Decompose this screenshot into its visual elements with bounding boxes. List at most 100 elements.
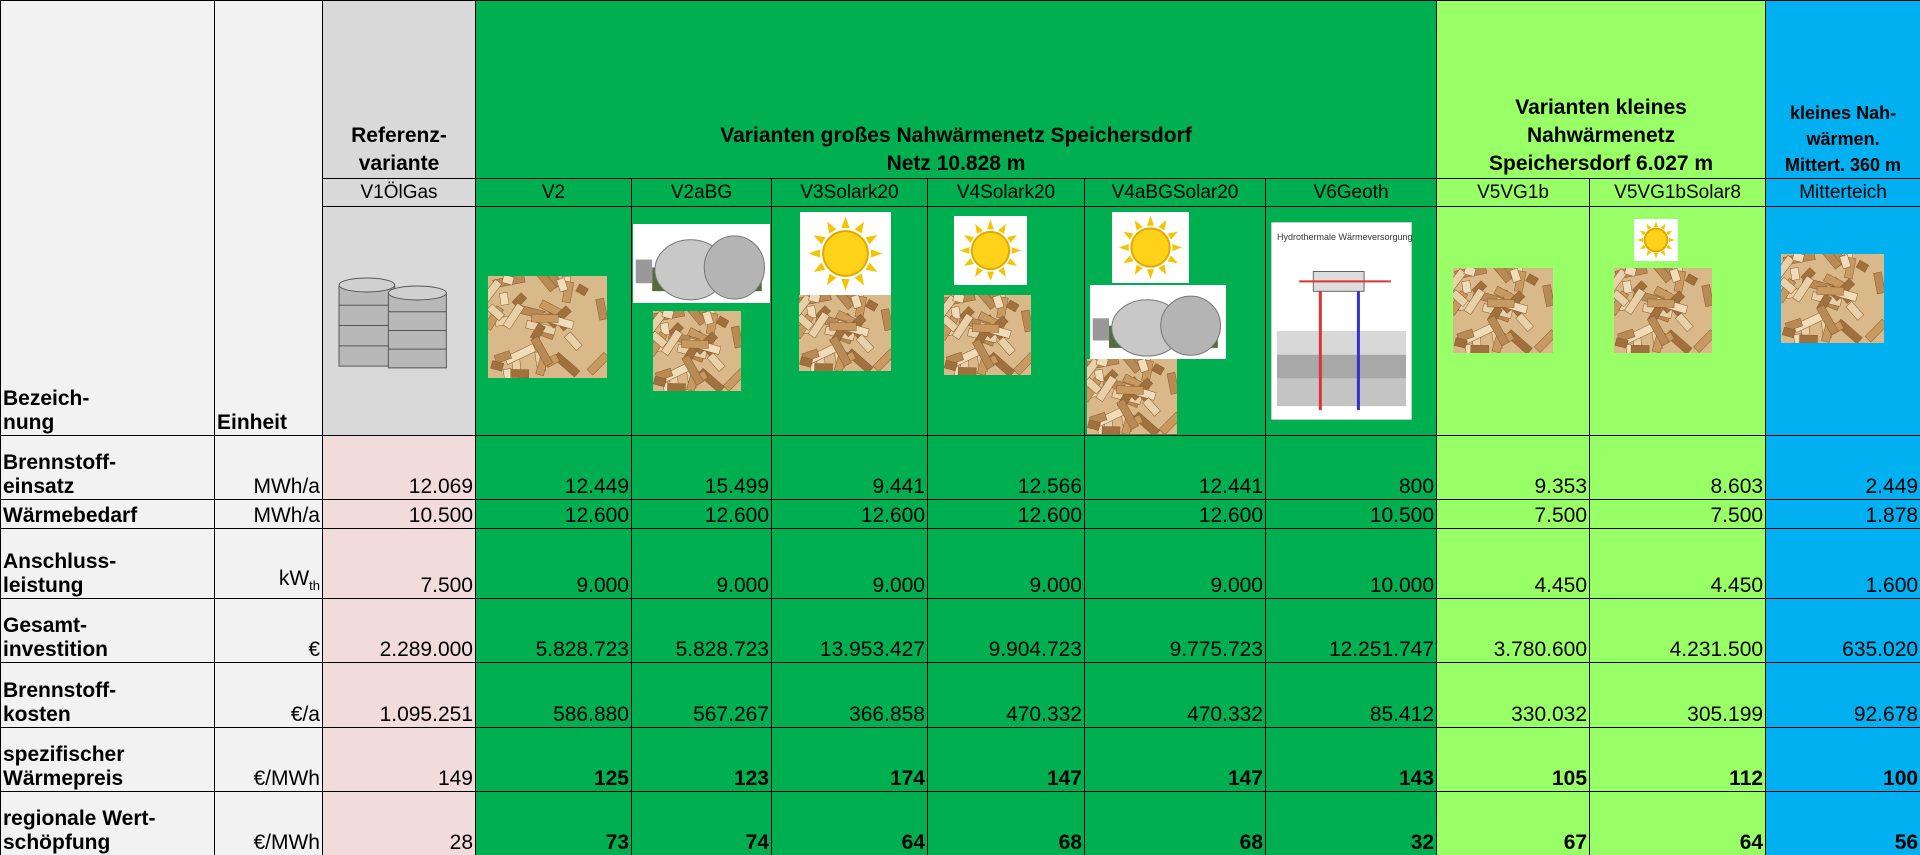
row-unit: € — [214, 598, 323, 663]
sun-picture — [1112, 212, 1189, 283]
wood-picture — [653, 311, 741, 391]
value-cell: 9.441 — [771, 435, 928, 500]
picture-part — [799, 313, 815, 331]
picture-part — [1643, 227, 1669, 253]
picture-part — [1784, 317, 1804, 332]
value-cell: 5.828.723 — [631, 598, 772, 663]
picture-part — [490, 360, 505, 372]
unit-text: € — [308, 638, 320, 661]
value-cell: 143 — [1264, 727, 1438, 792]
value-cell: 123 — [631, 727, 772, 792]
text-line: schöpfung — [3, 831, 111, 854]
picture-part — [1166, 372, 1177, 395]
picture-part — [703, 235, 766, 300]
value-cell: 12.600 — [927, 499, 1085, 529]
picture-part — [975, 267, 983, 278]
picture-part — [1158, 264, 1167, 275]
value-cell: 9.000 — [771, 528, 928, 599]
picture-part — [972, 338, 995, 370]
picture-part — [865, 235, 878, 245]
wood-picture — [799, 295, 891, 371]
picture-part — [975, 223, 983, 234]
barrels-picture — [338, 277, 447, 369]
image-cell — [322, 206, 476, 436]
picture-part — [510, 369, 530, 378]
picture-part — [1646, 223, 1652, 230]
row-label: Brennstoff-kosten — [0, 662, 215, 728]
picture-part — [1534, 329, 1554, 353]
value-cell: 92.678 — [1765, 662, 1920, 728]
text-line: Brennstoff- — [3, 679, 117, 702]
picture-part — [1453, 289, 1469, 308]
value-cell: 8.603 — [1589, 435, 1767, 500]
wood-picture — [488, 276, 607, 378]
picture-part — [499, 292, 510, 306]
picture-part — [1782, 326, 1796, 339]
picture-part — [1666, 230, 1673, 236]
row-label: Anschluss-leistung — [0, 528, 215, 599]
wood-picture — [944, 295, 1031, 375]
picture-part — [1158, 411, 1177, 434]
picture-part — [854, 221, 864, 234]
picture-part — [1614, 337, 1629, 349]
label-header: Bezeich-nung — [0, 0, 215, 436]
text-line: kleines Nah- — [1790, 103, 1897, 123]
picture-part — [488, 278, 503, 305]
image-cell — [1436, 206, 1591, 436]
picture-part — [1087, 419, 1101, 431]
picture-part — [1864, 318, 1885, 343]
picture-part — [681, 339, 709, 349]
picture-part — [1789, 267, 1801, 281]
data-row: regionale Wert-schöpfung €/MWh 28 73 74 64 68 6… — [0, 791, 1920, 855]
picture-part — [661, 328, 683, 356]
text-line: Varianten kleines — [1515, 96, 1687, 119]
picture-part — [1845, 301, 1865, 321]
group-header-row: Bezeich-nung Einheit Referenz-variante Vari… — [0, 0, 1920, 436]
value-cell: 9.904.723 — [927, 598, 1085, 663]
picture-part — [1492, 268, 1513, 284]
picture-part — [1087, 376, 1102, 395]
picture-part — [829, 335, 852, 367]
variant-code: V2 — [475, 178, 632, 207]
picture-part — [715, 315, 730, 329]
picture-part — [501, 276, 515, 286]
value-cell: 9.000 — [475, 528, 632, 599]
image-cell — [1589, 206, 1767, 436]
picture-part — [1637, 237, 1644, 243]
sun-picture — [1634, 219, 1679, 261]
image-cell — [1765, 206, 1920, 436]
picture-part — [1007, 235, 1018, 243]
image-cell — [771, 206, 928, 436]
data-row: Gesamt-investition €2.289.000 5.828.723 5.8… — [0, 598, 1920, 663]
value-cell: 7.500 — [1589, 499, 1767, 529]
value-cell: 9.000 — [631, 528, 772, 599]
text-line: Bezeich- — [3, 387, 90, 410]
text-line: Wärmebedarf — [3, 504, 138, 527]
text-line: Varianten großes Nahwärmenetz Speichersd… — [720, 124, 1192, 147]
picture-part — [998, 223, 1006, 234]
row-label: Gesamt-investition — [0, 598, 215, 663]
picture-part — [976, 295, 998, 311]
value-cell: 305.199 — [1589, 662, 1767, 728]
picture-part — [1525, 273, 1539, 286]
value-cell: 105 — [1436, 727, 1591, 792]
value-cell: 4.231.500 — [1589, 598, 1767, 663]
picture-part — [1167, 255, 1178, 264]
picture-part — [997, 336, 1016, 356]
picture-part — [722, 368, 741, 391]
picture-part — [841, 216, 850, 229]
value-cell: 1.095.251 — [322, 662, 476, 728]
picture-part — [951, 312, 974, 340]
picture-part — [959, 247, 970, 254]
picture-part — [834, 295, 855, 310]
value-cell: 567.267 — [631, 662, 772, 728]
image-row: Hydrothermale Wärmeversorgung — [1, 206, 1920, 436]
picture-part — [1123, 255, 1134, 264]
image-cell — [1084, 206, 1266, 436]
value-cell: 68 — [1084, 791, 1266, 855]
value-cell: 13.953.427 — [771, 598, 928, 663]
picture-part — [1622, 280, 1633, 294]
picture-part — [503, 343, 537, 365]
